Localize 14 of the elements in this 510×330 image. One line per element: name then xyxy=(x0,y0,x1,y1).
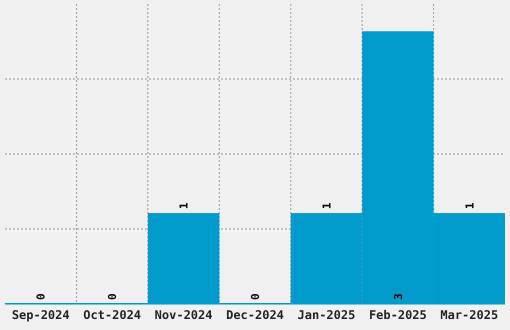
x-tick-label: Jan-2025 xyxy=(298,308,356,322)
x-tick-label: Mar-2025 xyxy=(440,308,498,322)
data-label: 0 xyxy=(249,293,262,300)
data-label: 1 xyxy=(320,202,334,210)
data-label: 0 xyxy=(34,293,48,300)
data-label: 1 xyxy=(463,202,476,210)
x-tick-label: Nov-2024 xyxy=(154,308,212,322)
x-tick-label: Oct-2024 xyxy=(83,308,142,322)
data-label: 1 xyxy=(178,202,191,210)
data-label: 0 xyxy=(106,293,120,300)
x-tick-label: Sep-2024 xyxy=(12,308,70,322)
data-label: 3 xyxy=(392,293,405,300)
x-tick-label: Dec-2024 xyxy=(226,308,284,322)
x-tick-label: Feb-2025 xyxy=(368,308,427,322)
